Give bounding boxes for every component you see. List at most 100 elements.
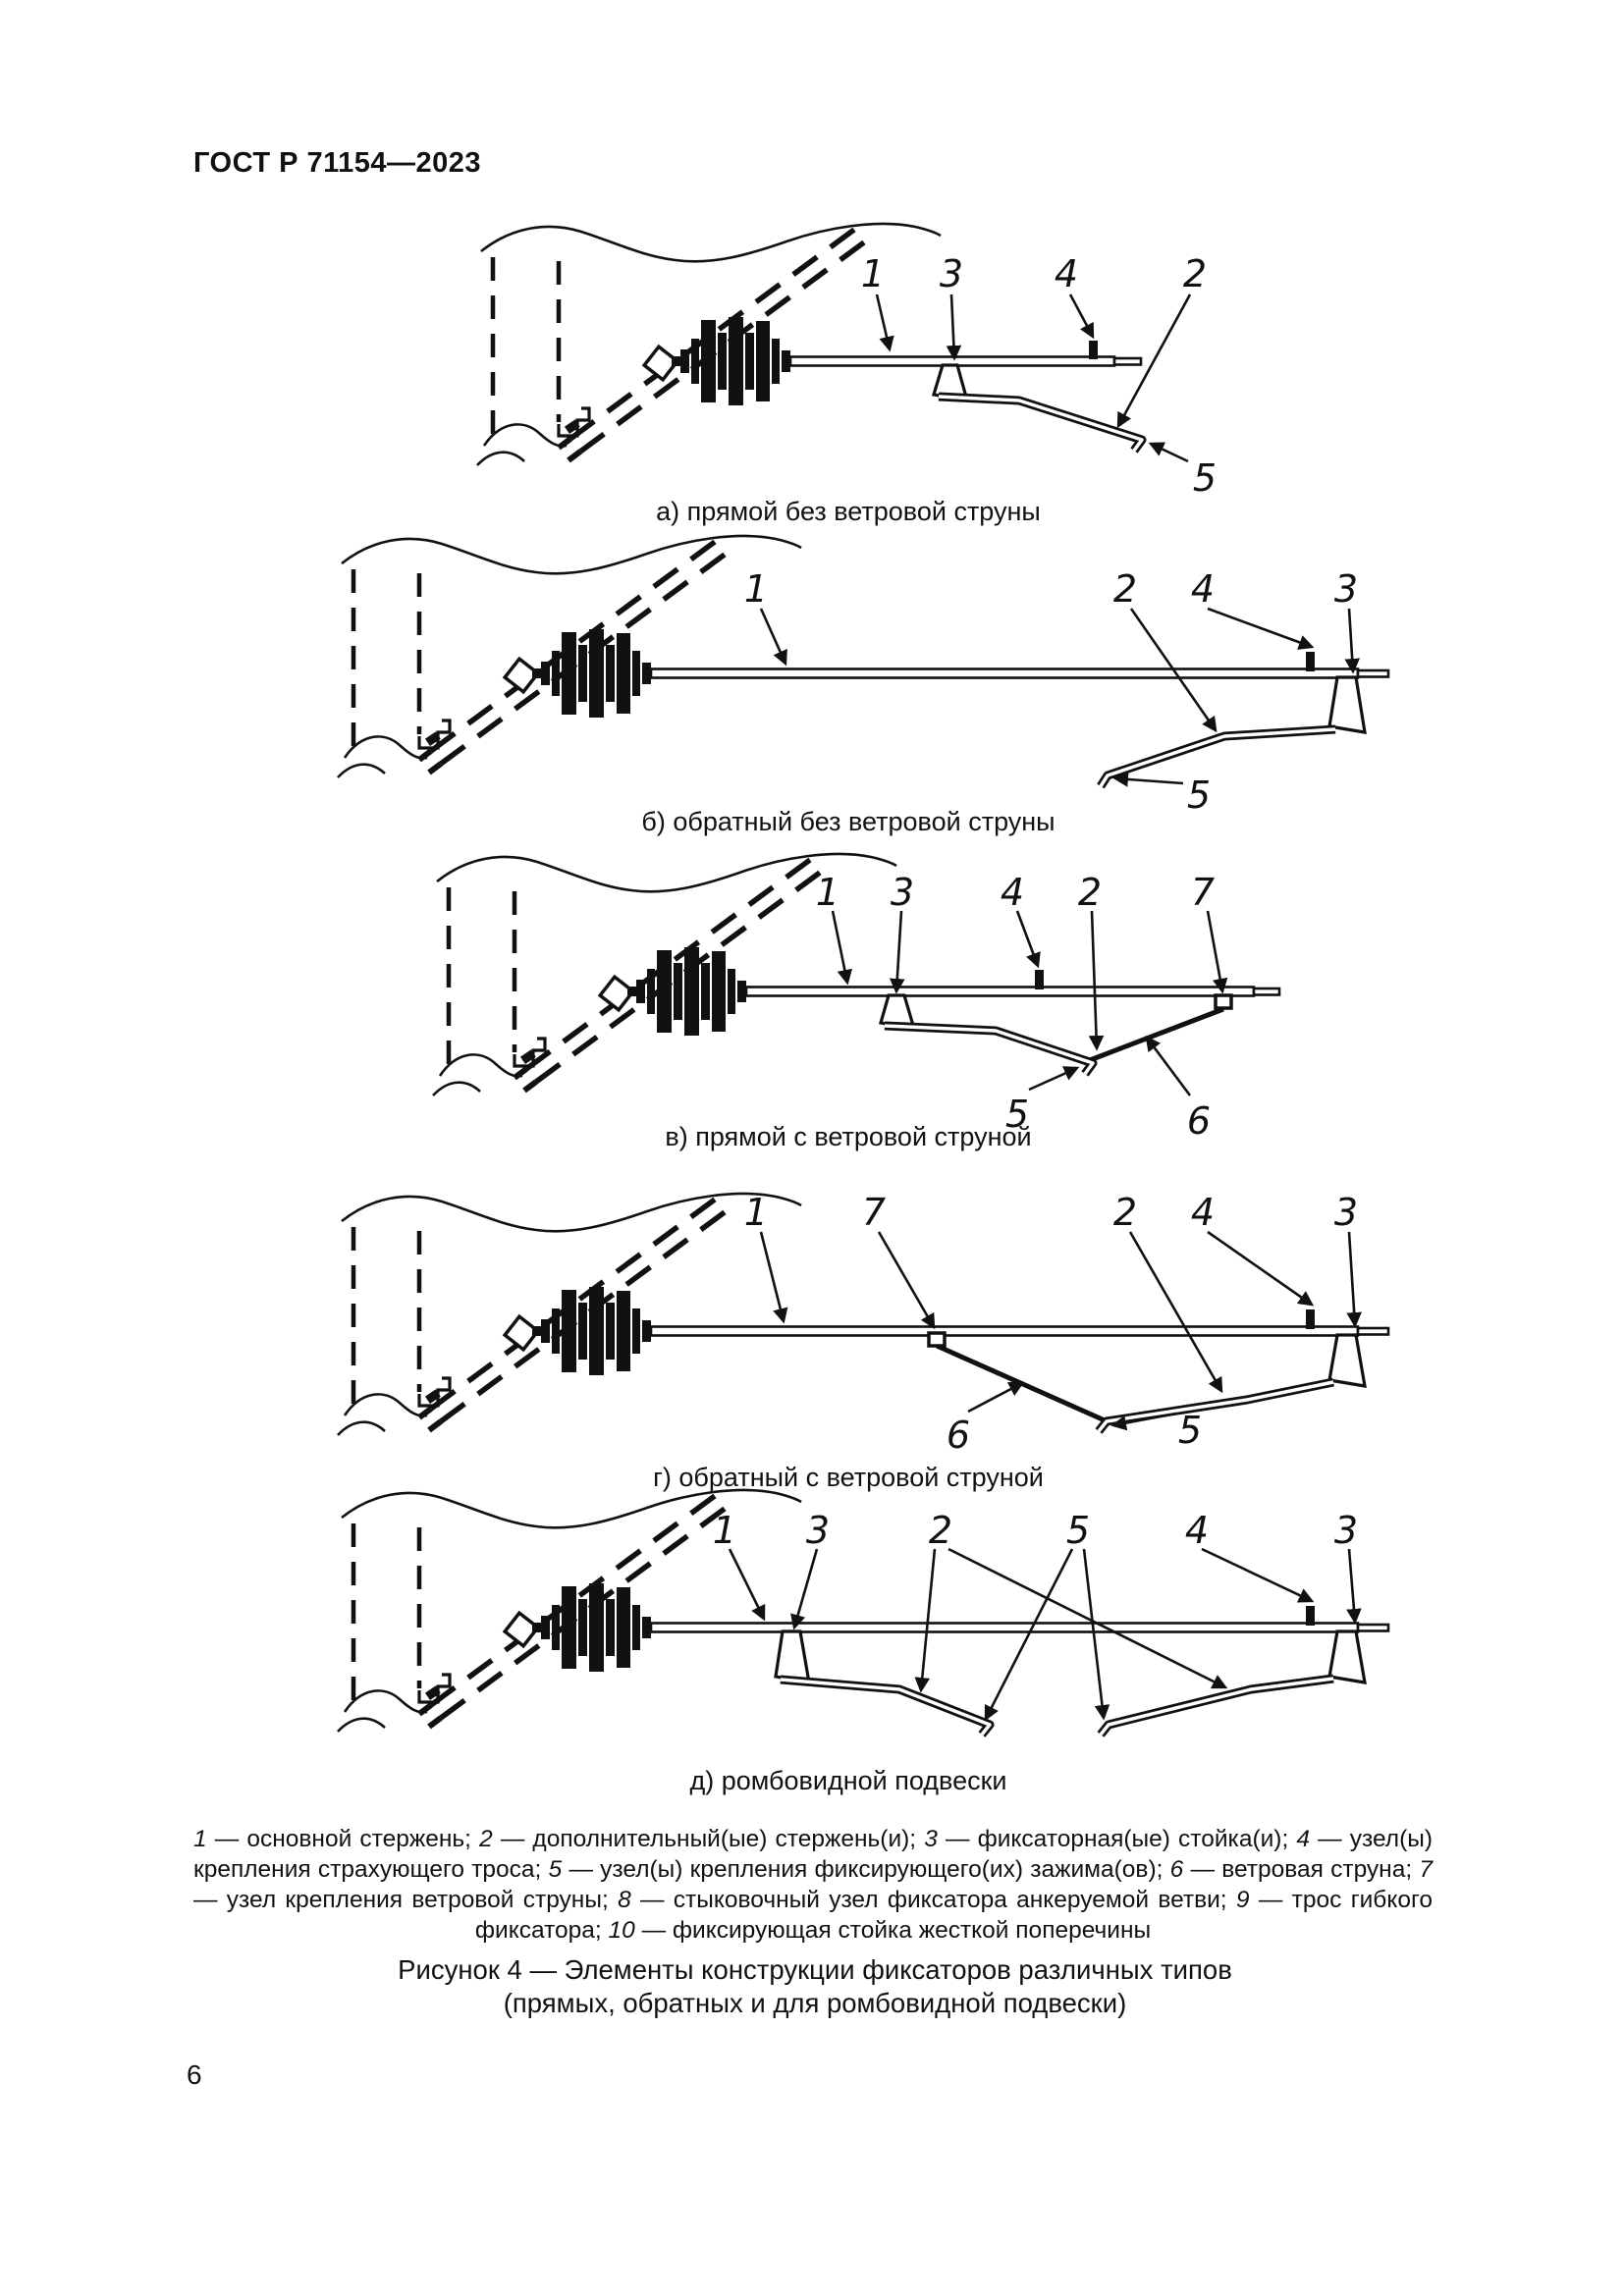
- fixator-stand-right: [1327, 1629, 1367, 1684]
- callout-label: 5: [1178, 1409, 1202, 1452]
- callout-label: 3: [940, 252, 963, 295]
- callout-label: 5: [1005, 1093, 1029, 1136]
- callout-leader: [1344, 608, 1360, 674]
- callout-label: 7: [862, 1191, 886, 1234]
- callout-leader: [1148, 442, 1189, 463]
- rod-end-stub: [1112, 356, 1143, 366]
- callout-leader: [1346, 1231, 1362, 1328]
- diagram-g-caption: г) обратный с ветровой струной: [653, 1463, 1044, 1492]
- callout-label: 1: [816, 871, 839, 914]
- safety-rope-clamp: [1035, 970, 1044, 989]
- callout-leader: [790, 1548, 819, 1630]
- diagram-g-drawing: 1 7 2 4 3 6 5: [338, 1191, 1390, 1457]
- callout-leader: [1116, 294, 1192, 429]
- diagram-a-drawing: 1 3 4 2 5: [477, 224, 1217, 500]
- rod-end-stub: [1252, 987, 1281, 996]
- safety-rope-clamp: [1306, 1606, 1315, 1626]
- callout-leader: [947, 1547, 1228, 1689]
- fixator-stand: [1327, 1333, 1367, 1388]
- callout-leader: [831, 910, 853, 986]
- callout-label: 6: [947, 1414, 970, 1457]
- callout-leader: [1207, 1230, 1315, 1307]
- callout-leader: [759, 608, 787, 667]
- diagram-b-caption: б) обратный без ветровой струны: [641, 807, 1056, 836]
- callout-label: 6: [1187, 1099, 1211, 1143]
- callout-leader: [914, 1548, 937, 1693]
- wind-string: [1089, 1006, 1224, 1063]
- callout-leader: [1068, 294, 1095, 340]
- fixator-stand: [1327, 675, 1367, 734]
- callout-leader: [1112, 772, 1184, 787]
- diagram-d-drawing: 1 3 2 5 4 3: [338, 1490, 1390, 1737]
- wind-string-fitting: [927, 1331, 947, 1348]
- callout-label: 4: [1185, 1509, 1209, 1552]
- callout-leader: [1028, 1066, 1080, 1092]
- callout-label: 4: [1001, 871, 1024, 914]
- additional-rod: [884, 1021, 1098, 1077]
- callout-label: 2: [1183, 252, 1207, 295]
- callout-label: 3: [806, 1509, 830, 1552]
- diagram-d-caption: д) ромбовидной подвески: [689, 1766, 1007, 1795]
- figure-caption-line1: Рисунок 4 — Элементы конструкции фиксато…: [398, 1954, 1232, 1985]
- diagram-v-drawing: 1 3 4 2 7 5 6: [433, 854, 1281, 1143]
- callout-label: 5: [1187, 774, 1211, 817]
- rod-end-stub: [1356, 668, 1390, 678]
- callout-label: 3: [1334, 567, 1358, 611]
- safety-rope-clamp: [1306, 652, 1315, 671]
- figure-legend: 1 — основной стержень; 2 — дополнительны…: [193, 1826, 1433, 1944]
- callout-leader: [875, 294, 894, 352]
- callout-leader: [877, 1231, 936, 1330]
- callout-leader: [1129, 608, 1218, 733]
- callout-label: 2: [1113, 1191, 1137, 1234]
- callout-leader: [1207, 607, 1315, 650]
- callout-leader: [1128, 1231, 1223, 1394]
- safety-rope-clamp: [1306, 1309, 1315, 1329]
- wind-string-fitting: [1214, 993, 1233, 1010]
- callout-label: 5: [1066, 1509, 1090, 1552]
- callout-label: 1: [713, 1509, 736, 1552]
- callout-label: 1: [861, 252, 885, 295]
- callout-leader: [1201, 1547, 1315, 1603]
- figure-caption: Рисунок 4 — Элементы конструкции фиксато…: [196, 1953, 1434, 2020]
- callout-label: 1: [744, 1191, 768, 1234]
- callout-leader: [984, 1548, 1074, 1722]
- callout-leader: [1110, 1412, 1177, 1431]
- callout-leader: [759, 1231, 788, 1324]
- callout-label: 7: [1191, 871, 1215, 914]
- callout-leader: [1082, 1548, 1110, 1721]
- additional-rod-right: [1097, 1674, 1334, 1737]
- callout-leader: [1346, 1548, 1362, 1625]
- callout-leader: [1145, 1035, 1192, 1096]
- figure-caption-line2: (прямых, обратных и для ромбовидной подв…: [503, 1988, 1127, 2018]
- callout-label: 4: [1055, 252, 1078, 295]
- callout-label: 4: [1191, 1191, 1215, 1234]
- callout-label: 5: [1193, 456, 1217, 500]
- callout-label: 3: [1334, 1191, 1358, 1234]
- main-rod: [649, 667, 1360, 679]
- rod-end-stub: [1356, 1326, 1390, 1336]
- document-header: ГОСТ Р 71154—2023: [193, 147, 482, 179]
- safety-rope-clamp: [1089, 341, 1098, 359]
- diagram-a-caption: а) прямой без ветровой струны: [656, 497, 1041, 526]
- callout-leader: [1206, 910, 1228, 994]
- callout-label: 2: [1113, 567, 1137, 611]
- callout-leader: [1015, 910, 1041, 969]
- rod-end-stub: [1356, 1623, 1390, 1632]
- callout-leader: [946, 294, 962, 361]
- callout-leader: [728, 1548, 766, 1622]
- diagram-b-drawing: 1 2 4 3 5: [338, 536, 1390, 817]
- fixator-stand-left: [774, 1629, 811, 1684]
- callout-label: 3: [1334, 1509, 1358, 1552]
- callout-leader: [1088, 910, 1105, 1051]
- page-number: 6: [187, 2059, 202, 2090]
- callout-label: 2: [1078, 871, 1102, 914]
- main-rod: [649, 1325, 1360, 1337]
- additional-rod: [938, 392, 1147, 454]
- main-rod: [649, 1622, 1360, 1633]
- callout-leader: [967, 1381, 1025, 1414]
- diagram-v-caption: в) прямой с ветровой струной: [665, 1122, 1032, 1151]
- callout-leader: [890, 910, 905, 994]
- callout-label: 1: [744, 567, 768, 611]
